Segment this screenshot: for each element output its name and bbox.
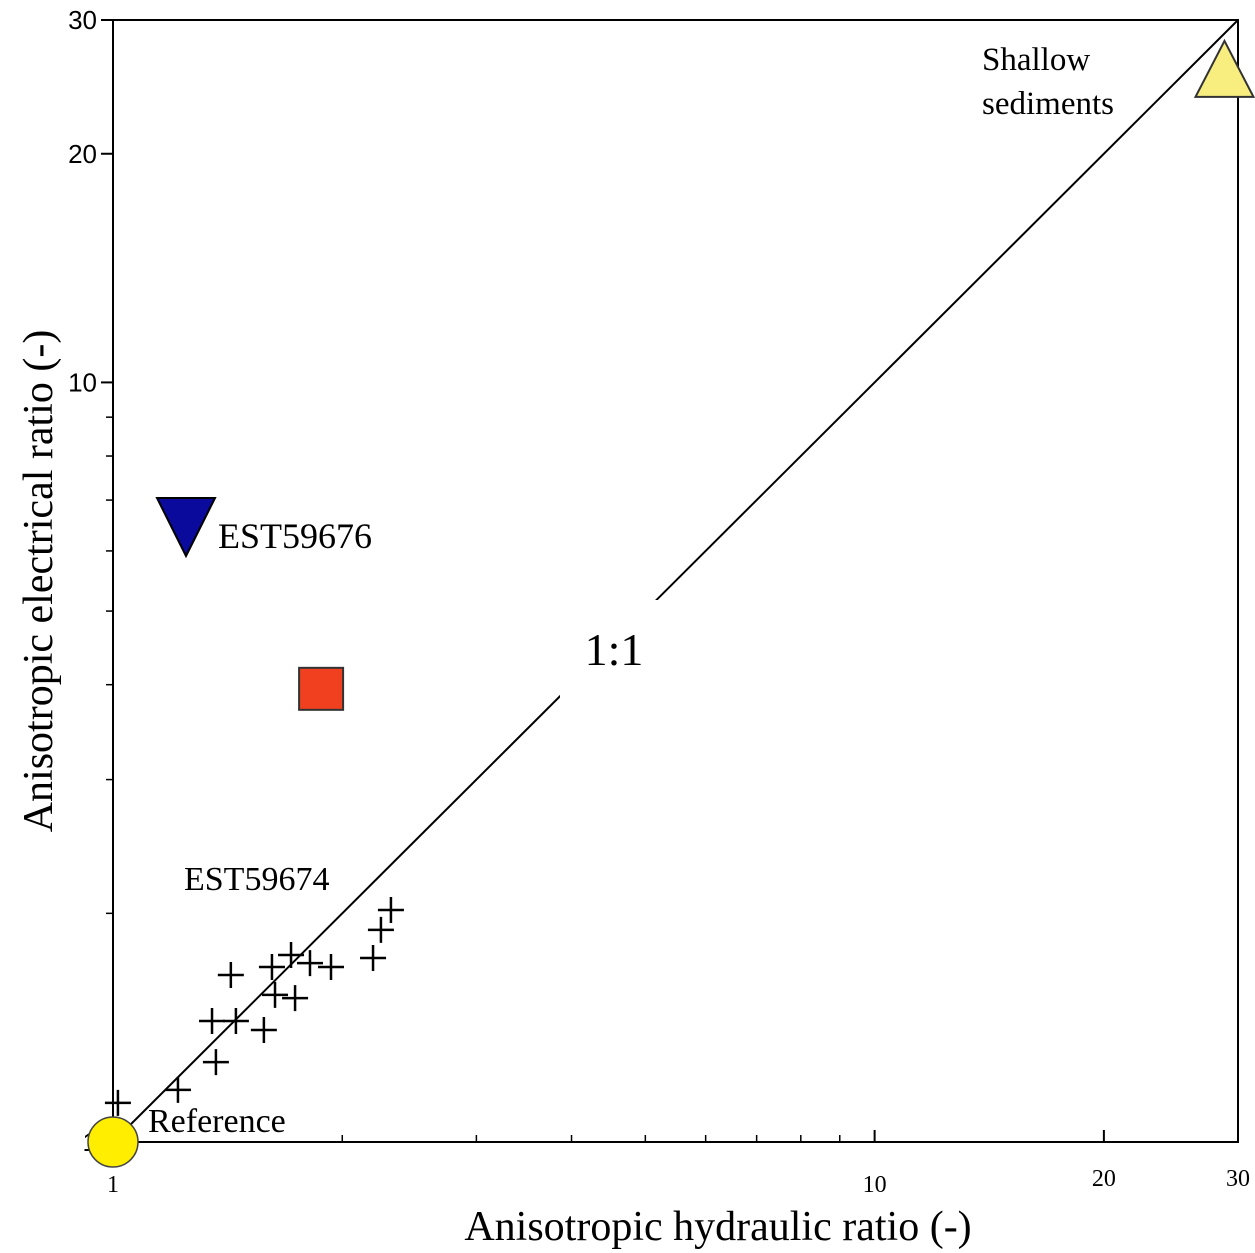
reference-line-label: 1:1 (585, 624, 644, 675)
cross-marker (199, 1008, 226, 1035)
cross-marker (282, 985, 309, 1012)
cross-marker (217, 962, 244, 989)
cross-marker (296, 950, 323, 977)
label-backdrop (560, 600, 662, 700)
cross-marker (258, 953, 285, 980)
triangle-marker (1193, 38, 1255, 98)
cross-marker (278, 941, 305, 968)
cross-marker (360, 944, 387, 971)
y-axis-title: Anisotropic electrical ratio (-) (16, 330, 62, 833)
square-marker (298, 666, 345, 711)
annotation: Reference (148, 1103, 286, 1140)
x-axis-title: Anisotropic hydraulic ratio (-) (464, 1204, 971, 1250)
plot-frame (112, 19, 1239, 1143)
cross-marker (250, 1017, 277, 1044)
annotation: Shallow (982, 42, 1090, 78)
cross-marker (202, 1049, 229, 1076)
cross-marker (262, 981, 289, 1008)
circle-marker (87, 1116, 139, 1168)
x-tick-label: 20 (1092, 1166, 1116, 1192)
cross-marker (317, 953, 344, 980)
y-tick-label: 30 (68, 5, 97, 35)
x-tick-label: 1 (107, 1172, 119, 1198)
annotation: EST59676 (218, 516, 372, 556)
y-tick-label: 10 (68, 367, 97, 397)
reference-line (112, 19, 1239, 1143)
cross-marker (377, 897, 404, 924)
x-tick-label: 30 (1226, 1166, 1250, 1192)
y-tick-label: 20 (68, 139, 97, 169)
x-tick-label: 10 (863, 1172, 887, 1198)
cross-marker (104, 1089, 131, 1116)
annotation: EST59674 (184, 861, 329, 898)
cross-marker (222, 1008, 249, 1035)
triangle-marker (155, 496, 217, 559)
cross-marker (367, 916, 394, 943)
annotation: sediments (982, 86, 1114, 122)
cross-marker (164, 1076, 191, 1103)
